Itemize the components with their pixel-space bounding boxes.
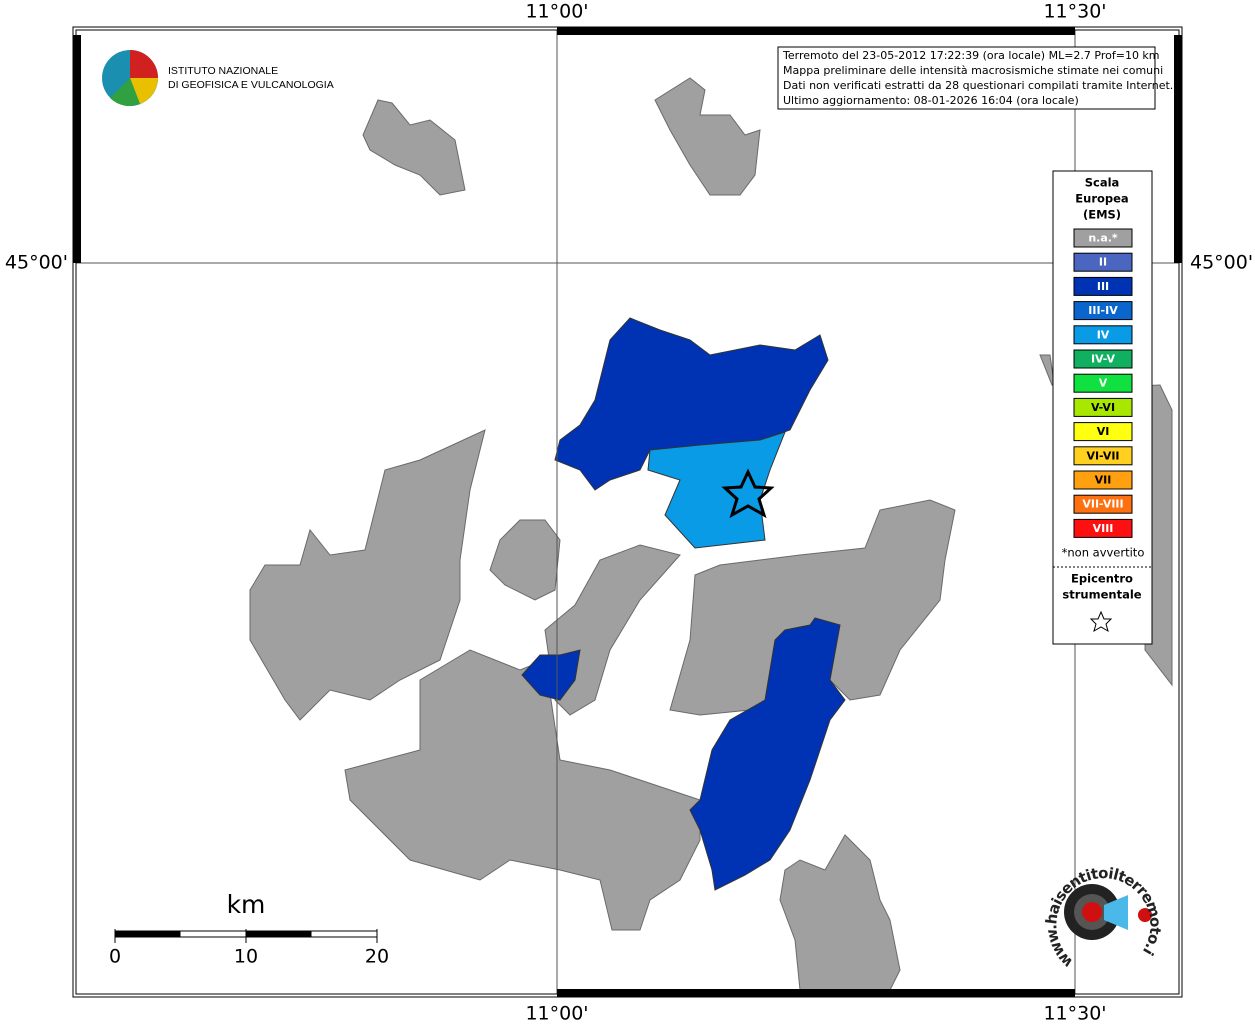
legend-swatch — [1073, 494, 1133, 514]
legend-label: III-IV — [1088, 304, 1118, 317]
legend-epicenter: strumentale — [1062, 588, 1141, 602]
info-line: Dati non verificati estratti da 28 quest… — [783, 79, 1173, 92]
info-box-frame — [777, 46, 1156, 110]
frame-bar — [73, 35, 81, 263]
legend-epicenter: Epicentro — [1071, 572, 1133, 586]
lat-label: 45°00' — [5, 252, 68, 274]
ingv-logo: ISTITUTO NAZIONALE DI GEOFISICA E VULCAN… — [102, 50, 334, 107]
logo-text: ISTITUTO NAZIONALE — [168, 65, 278, 77]
region — [647, 431, 786, 549]
legend-label: VI — [1097, 425, 1110, 438]
legend-label: n.a.* — [1088, 232, 1118, 245]
legend-label: VII-VIII — [1082, 498, 1123, 511]
legend-label: VI-VII — [1086, 449, 1119, 462]
lon-label: 11°00' — [525, 1003, 588, 1024]
info-line: Mappa preliminare delle intensità macros… — [783, 64, 1163, 77]
legend-star — [1089, 610, 1113, 633]
legend-title: Europea — [1075, 192, 1128, 206]
coord-labels: 11°00' 11°30' 11°00' 11°30' 45°00' 45°00… — [5, 1, 1253, 1024]
legend-label: VII — [1095, 474, 1112, 487]
legend-label: IV — [1097, 328, 1110, 341]
legend-label: VIII — [1093, 522, 1114, 535]
lat-label: 45°00' — [1190, 252, 1253, 274]
legend-title: Scala — [1085, 176, 1120, 190]
frame — [72, 26, 1183, 998]
legend-swatch — [1073, 252, 1133, 272]
scale-bar: km 0 10 20 — [109, 890, 389, 968]
legend-swatch — [1073, 518, 1133, 538]
info-line: Terremoto del 23-05-2012 17:22:39 (ora l… — [782, 49, 1160, 62]
legend-swatch — [1073, 276, 1133, 296]
region — [489, 519, 561, 601]
region — [362, 99, 466, 196]
legend-swatch — [1073, 422, 1133, 442]
scale-tick-label: 0 — [109, 946, 121, 968]
legend-swatch — [1073, 446, 1133, 466]
lon-label: 11°30' — [1043, 1, 1106, 23]
legend-label: V — [1099, 377, 1108, 390]
info-box: Terremoto del 23-05-2012 17:22:39 (ora l… — [777, 46, 1173, 110]
scale-bar-fill — [115, 931, 181, 937]
scale-bar-fill — [246, 931, 312, 937]
regions — [249, 77, 1173, 991]
legend-swatch — [1073, 373, 1133, 393]
logo-text: DI GEOFISICA E VULCANOLOGIA — [168, 79, 334, 91]
legend-swatch — [1073, 325, 1133, 345]
legend: Scala Europea (EMS) Epicentro strumental… — [1052, 170, 1153, 645]
scale-unit: km — [227, 890, 266, 919]
legend-title: (EMS) — [1083, 208, 1121, 222]
region — [669, 499, 956, 716]
legend-swatch — [1073, 470, 1133, 490]
region — [344, 649, 701, 931]
region — [779, 834, 901, 991]
region — [689, 617, 846, 891]
info-line: Ultimo aggiornamento: 08-01-2026 16:04 (… — [783, 94, 1079, 107]
legend-label: V-VI — [1091, 401, 1115, 414]
scale-tick-label: 20 — [365, 946, 389, 968]
legend-label: III — [1097, 280, 1109, 293]
legend-swatch — [1073, 397, 1133, 417]
region — [521, 649, 581, 701]
region — [544, 544, 681, 716]
region — [249, 429, 486, 721]
legend-footnote: *non avvertito — [1062, 546, 1145, 560]
epicenter-star — [721, 468, 775, 519]
legend-swatch — [1073, 228, 1133, 248]
frame-bar — [557, 989, 1075, 997]
region — [654, 77, 761, 196]
frame-bar — [557, 27, 1075, 35]
legend-label: IV-V — [1091, 353, 1116, 366]
scale-tick-label: 10 — [234, 946, 258, 968]
lon-label: 11°30' — [1043, 1003, 1106, 1024]
lon-label: 11°00' — [525, 1, 588, 23]
legend-swatch — [1073, 349, 1133, 369]
frame-bar — [1174, 35, 1182, 263]
legend-swatch — [1073, 301, 1133, 321]
legend-label: II — [1099, 256, 1107, 269]
